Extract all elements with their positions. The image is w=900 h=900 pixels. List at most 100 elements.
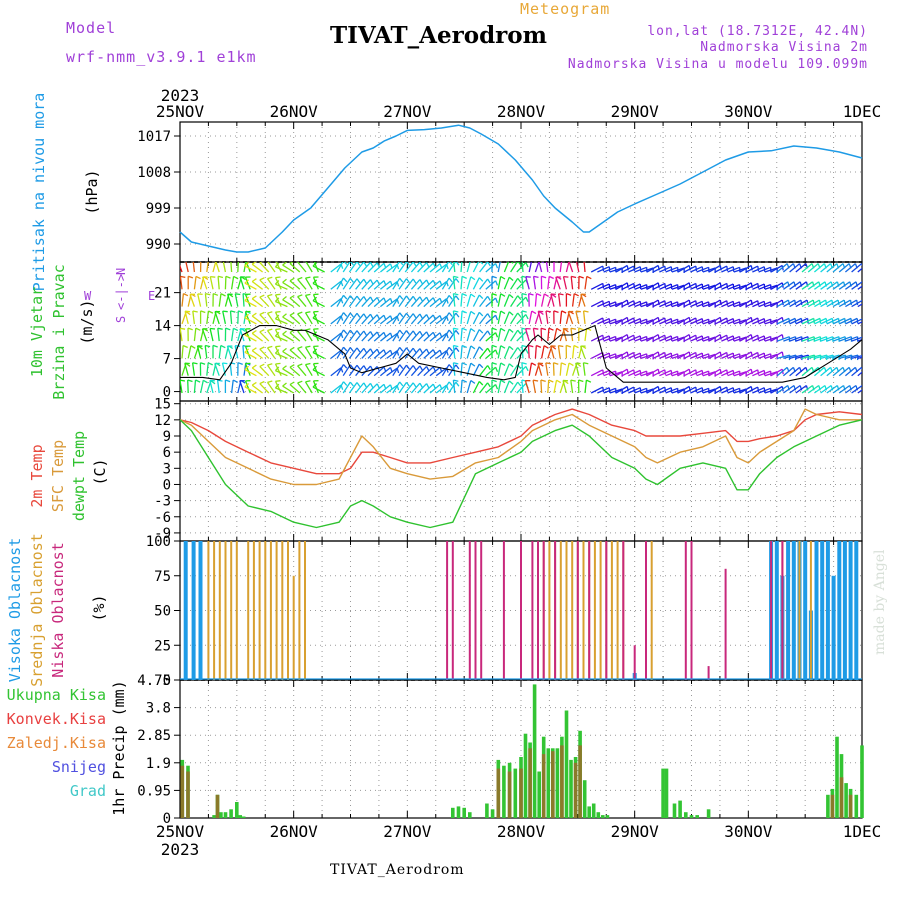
wind-barb <box>634 335 647 342</box>
wind-barb-flag <box>305 311 311 314</box>
wind-barb-flag <box>231 259 236 260</box>
wind-barb-flag <box>305 293 311 297</box>
wind-barb-flag <box>455 347 460 352</box>
mid-cloud-bar <box>798 541 801 680</box>
wind-barb <box>398 312 408 325</box>
wind-barb <box>312 276 320 290</box>
wind-barb <box>652 386 666 394</box>
wind-barb <box>603 266 616 273</box>
wind-barb-flag <box>363 262 367 267</box>
wind-barb-flag <box>487 347 491 353</box>
wind-barb-flag <box>207 362 213 366</box>
wind-barb-flag <box>525 314 529 320</box>
wind-barb-flag <box>405 347 410 353</box>
wind-barb <box>404 382 414 394</box>
wind-barb <box>764 336 778 342</box>
wind-barb <box>441 262 450 273</box>
wind-barb-flag <box>500 275 506 280</box>
wind-barb <box>304 277 313 290</box>
low-cloud-bar <box>554 541 557 680</box>
wind-barb <box>752 266 765 273</box>
wind-barb <box>801 299 814 308</box>
wind-barb-flag <box>781 351 784 357</box>
wind-barb <box>789 263 801 273</box>
wind-barb-flag <box>217 275 224 279</box>
wind-barb <box>609 284 623 290</box>
wind-barb-flag <box>399 364 404 370</box>
wind-barb <box>568 262 574 273</box>
wind-barb <box>789 299 802 308</box>
wind-barb <box>671 371 685 377</box>
wind-barb <box>628 352 641 359</box>
meteogram-label: Meteogram <box>520 0 611 18</box>
wind-barb-flag <box>540 327 547 331</box>
wind-barb <box>714 369 728 377</box>
wind-barb <box>348 330 358 342</box>
wind-barb <box>814 384 826 394</box>
wind-barb-flag <box>312 348 318 353</box>
wind-barb <box>795 366 807 377</box>
wind-barb-flag <box>508 345 514 351</box>
wind-barb <box>521 262 524 273</box>
frozen-precip-bar <box>578 745 582 818</box>
wind-barb-flag <box>369 279 374 285</box>
wind-barb <box>634 318 647 325</box>
wind-barb <box>851 299 862 308</box>
wind-barb <box>392 295 401 307</box>
wind-barb-flag <box>517 381 522 387</box>
wind-barb-flag <box>508 328 514 333</box>
wind-barb-flag <box>356 262 361 266</box>
wind-barb <box>733 371 747 377</box>
wind-barb <box>342 364 351 377</box>
wind-barb-flag <box>508 380 514 385</box>
wind-barb-flag <box>426 314 430 320</box>
wind-barb <box>222 262 227 273</box>
wind-barb <box>580 294 586 307</box>
wind-barb <box>634 301 647 308</box>
wind-barb <box>282 299 294 308</box>
wind-barb <box>336 277 345 290</box>
wind-barb-flag <box>726 387 729 393</box>
wind-barb <box>696 353 709 360</box>
wind-barb-flag <box>461 293 467 297</box>
wind-barb-flag <box>726 283 729 289</box>
wind-barb-flag <box>510 262 514 264</box>
wind-barb-flag <box>406 262 410 266</box>
wind-barb <box>516 331 527 342</box>
wind-barb <box>770 368 783 377</box>
wind-barb-flag <box>860 367 862 371</box>
wind-barb-flag <box>757 369 760 375</box>
wind-barb <box>758 335 771 342</box>
wind-barb <box>472 312 480 325</box>
wind-barb-flag <box>209 259 214 261</box>
wind-barb <box>807 281 820 290</box>
wind-barb-flag <box>426 348 430 354</box>
wind-barb-flag <box>399 329 404 335</box>
wind-barb <box>845 281 857 290</box>
high-cloud-bar <box>842 541 847 680</box>
wind-barb <box>404 313 414 325</box>
wind-barb <box>702 353 716 360</box>
wind-barb <box>417 348 428 359</box>
mid-cloud-bar <box>593 541 596 680</box>
wind-barb-flag <box>187 379 193 383</box>
wind-barb <box>603 335 616 342</box>
y-tick-label: 2.85 <box>137 728 171 744</box>
wind-barb <box>640 319 654 325</box>
frozen-precip-bar <box>186 771 190 818</box>
wind-barb <box>244 363 251 376</box>
wind-barb-flag <box>562 259 567 261</box>
wind-barb <box>312 380 320 394</box>
wind-barb <box>441 346 450 359</box>
wind-barb <box>330 280 342 290</box>
wind-barb <box>590 334 604 342</box>
wind-barb <box>659 300 672 308</box>
wind-barb <box>429 332 441 342</box>
wind-barb <box>181 345 184 359</box>
wind-barb <box>239 380 245 394</box>
wind-barb-flag <box>602 266 605 272</box>
total-precip-bar <box>537 771 541 818</box>
wind-barb-flag <box>201 259 206 261</box>
wind-barb-flag <box>356 364 361 370</box>
wind-barb <box>275 318 288 325</box>
